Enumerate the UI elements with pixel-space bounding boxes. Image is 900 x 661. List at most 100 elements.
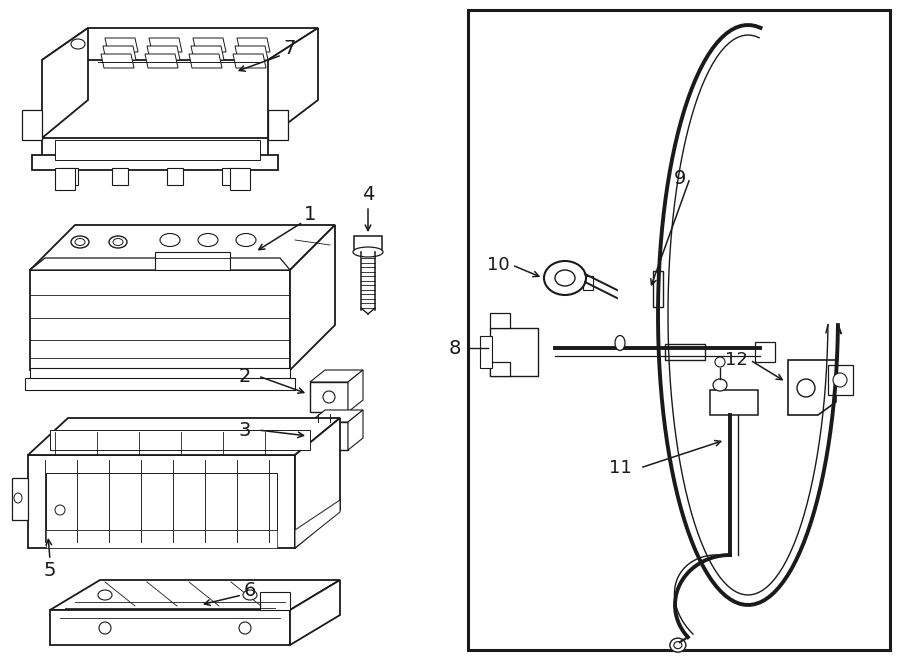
Polygon shape [354, 236, 382, 250]
Polygon shape [290, 580, 340, 645]
Polygon shape [233, 54, 266, 68]
Ellipse shape [71, 236, 89, 248]
Polygon shape [50, 430, 310, 450]
Polygon shape [46, 473, 277, 530]
Polygon shape [103, 46, 136, 60]
Polygon shape [310, 422, 348, 450]
Text: 12: 12 [725, 351, 748, 369]
Ellipse shape [353, 247, 383, 257]
Polygon shape [189, 54, 222, 68]
Ellipse shape [236, 233, 256, 247]
Polygon shape [480, 336, 492, 368]
Polygon shape [112, 168, 128, 185]
Text: 1: 1 [304, 206, 316, 225]
Text: 7: 7 [284, 38, 296, 58]
Polygon shape [25, 378, 295, 390]
Polygon shape [490, 362, 510, 376]
Polygon shape [105, 38, 138, 52]
Ellipse shape [98, 590, 112, 600]
Polygon shape [268, 28, 318, 138]
Polygon shape [32, 155, 278, 170]
Polygon shape [145, 54, 178, 68]
Polygon shape [310, 382, 348, 412]
Polygon shape [147, 46, 180, 60]
Polygon shape [12, 478, 28, 520]
Polygon shape [42, 28, 318, 60]
Ellipse shape [99, 622, 111, 634]
Ellipse shape [14, 493, 22, 503]
Ellipse shape [198, 233, 218, 247]
Polygon shape [28, 455, 295, 548]
Ellipse shape [674, 642, 682, 648]
Ellipse shape [239, 622, 251, 634]
Polygon shape [665, 344, 705, 360]
Polygon shape [828, 365, 853, 395]
Polygon shape [653, 271, 663, 307]
Polygon shape [710, 390, 758, 415]
Polygon shape [193, 38, 226, 52]
Polygon shape [310, 370, 363, 382]
Polygon shape [50, 580, 340, 610]
Polygon shape [42, 138, 268, 168]
Ellipse shape [55, 505, 65, 515]
Polygon shape [230, 168, 250, 190]
Ellipse shape [615, 336, 625, 350]
Text: 6: 6 [244, 580, 256, 600]
Polygon shape [310, 410, 363, 422]
Polygon shape [46, 530, 277, 548]
Ellipse shape [160, 233, 180, 247]
Polygon shape [222, 168, 238, 185]
Polygon shape [490, 328, 538, 376]
Polygon shape [295, 500, 340, 548]
Polygon shape [30, 258, 290, 270]
Polygon shape [268, 110, 288, 140]
Polygon shape [490, 313, 510, 328]
Polygon shape [755, 342, 775, 362]
Polygon shape [30, 270, 290, 370]
Polygon shape [788, 360, 836, 415]
Polygon shape [348, 370, 363, 412]
Ellipse shape [75, 239, 85, 245]
Polygon shape [155, 252, 230, 270]
Polygon shape [101, 54, 134, 68]
Polygon shape [62, 168, 78, 185]
Polygon shape [30, 225, 335, 270]
Ellipse shape [323, 391, 335, 403]
Text: 3: 3 [238, 420, 251, 440]
Polygon shape [28, 418, 340, 455]
Ellipse shape [670, 638, 686, 652]
Polygon shape [260, 592, 290, 610]
Polygon shape [237, 38, 270, 52]
Ellipse shape [555, 270, 575, 286]
Polygon shape [295, 418, 340, 548]
Text: 11: 11 [608, 459, 632, 477]
Ellipse shape [243, 590, 257, 600]
Polygon shape [348, 410, 363, 450]
Text: 4: 4 [362, 186, 374, 204]
Ellipse shape [833, 373, 847, 387]
Ellipse shape [715, 357, 725, 367]
Polygon shape [583, 276, 593, 290]
Text: 8: 8 [449, 338, 461, 358]
Polygon shape [30, 368, 290, 382]
Polygon shape [290, 225, 335, 370]
Ellipse shape [713, 379, 727, 391]
Ellipse shape [113, 239, 123, 245]
Ellipse shape [109, 236, 127, 248]
Text: 5: 5 [44, 561, 56, 580]
Polygon shape [55, 168, 75, 190]
Polygon shape [50, 610, 290, 645]
Polygon shape [191, 46, 224, 60]
Bar [468, 10, 890, 650]
Polygon shape [55, 140, 260, 160]
Text: 2: 2 [238, 366, 251, 385]
Text: 10: 10 [488, 256, 510, 274]
Polygon shape [149, 38, 182, 52]
Polygon shape [235, 46, 268, 60]
Text: 9: 9 [674, 169, 686, 188]
Ellipse shape [797, 379, 815, 397]
Polygon shape [22, 110, 42, 140]
Polygon shape [167, 168, 183, 185]
Polygon shape [42, 28, 88, 138]
Ellipse shape [71, 39, 85, 49]
